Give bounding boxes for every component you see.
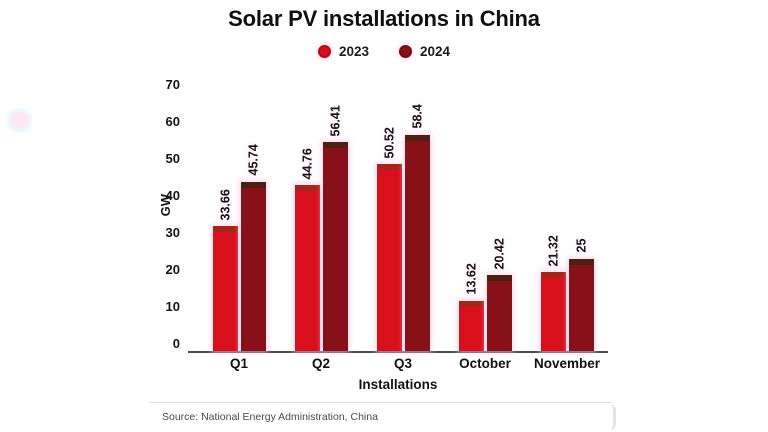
bar-value-label: 20.42 bbox=[492, 238, 506, 270]
y-tick-label: 20 bbox=[165, 262, 180, 277]
bar-2024-november bbox=[568, 258, 594, 351]
x-tick-label: Q1 bbox=[229, 356, 248, 371]
y-tick-label: 10 bbox=[165, 299, 180, 314]
bar-2023-november bbox=[540, 272, 566, 351]
legend-label: 2024 bbox=[420, 44, 451, 59]
y-tick-label: 30 bbox=[165, 225, 180, 240]
bar-2023-q1 bbox=[212, 226, 238, 351]
x-tick-label: Q2 bbox=[311, 356, 330, 371]
y-tick-label: 50 bbox=[165, 151, 180, 166]
bar-value-label: 56.41 bbox=[328, 105, 342, 137]
legend-dot-2023 bbox=[317, 45, 331, 58]
chart-title: Solar PV installations in China bbox=[228, 6, 540, 31]
legend-label: 2023 bbox=[338, 44, 369, 59]
footer-divider bbox=[150, 402, 612, 403]
x-tick-label: October bbox=[459, 356, 511, 371]
y-tick-label: 60 bbox=[165, 114, 180, 129]
card-corner-edge bbox=[604, 404, 616, 430]
legend: 2023 2024 bbox=[0, 44, 768, 59]
bar-value-label: 21.32 bbox=[546, 234, 560, 267]
bar-group-october: 13.62 20.42 bbox=[458, 92, 512, 351]
bar-value-label: 33.66 bbox=[218, 189, 232, 221]
y-tick-label: 70 bbox=[165, 77, 180, 92]
bar-group-november: 21.32 25 bbox=[540, 92, 594, 351]
bar-group-q1: 33.66 45.74 bbox=[212, 92, 266, 351]
legend-dot-2024 bbox=[399, 45, 412, 58]
bar-2024-october bbox=[486, 275, 512, 351]
legend-item-2024: 2024 bbox=[399, 44, 450, 59]
bar-2024-q2 bbox=[322, 142, 348, 351]
bar-2023-q3 bbox=[376, 164, 402, 351]
bar-value-label: 13.62 bbox=[464, 263, 478, 295]
bar-2023-october bbox=[458, 300, 484, 351]
bar-2024-q1 bbox=[240, 181, 266, 351]
bar-group-q3: 50.52 58.4 bbox=[376, 92, 430, 351]
y-tick-label: 0 bbox=[172, 336, 180, 351]
x-axis-line bbox=[188, 351, 608, 353]
plot-area: GW Installations 0 10 20 30 40 50 60 70 33.66 45.… bbox=[158, 77, 608, 392]
bar-value-label: 25 bbox=[574, 238, 588, 253]
x-tick-label: Q3 bbox=[393, 356, 412, 371]
bar-2024-q3 bbox=[404, 134, 430, 351]
source-note: Source: National Energy Administration, … bbox=[162, 411, 378, 423]
bar-value-label: 45.74 bbox=[246, 144, 260, 176]
bar-group-q2: 44.76 56.41 bbox=[294, 92, 348, 351]
compression-artifact-dot bbox=[7, 108, 32, 133]
bar-value-label: 50.52 bbox=[382, 126, 396, 159]
bar-value-label: 58.4 bbox=[410, 104, 424, 129]
bar-2023-q2 bbox=[294, 185, 320, 351]
bar-value-label: 44.76 bbox=[300, 148, 314, 180]
legend-item-2023: 2023 bbox=[317, 44, 369, 59]
x-axis-title: Installations bbox=[358, 377, 438, 392]
y-tick-label: 40 bbox=[165, 188, 180, 203]
x-tick-label: November bbox=[533, 356, 601, 371]
